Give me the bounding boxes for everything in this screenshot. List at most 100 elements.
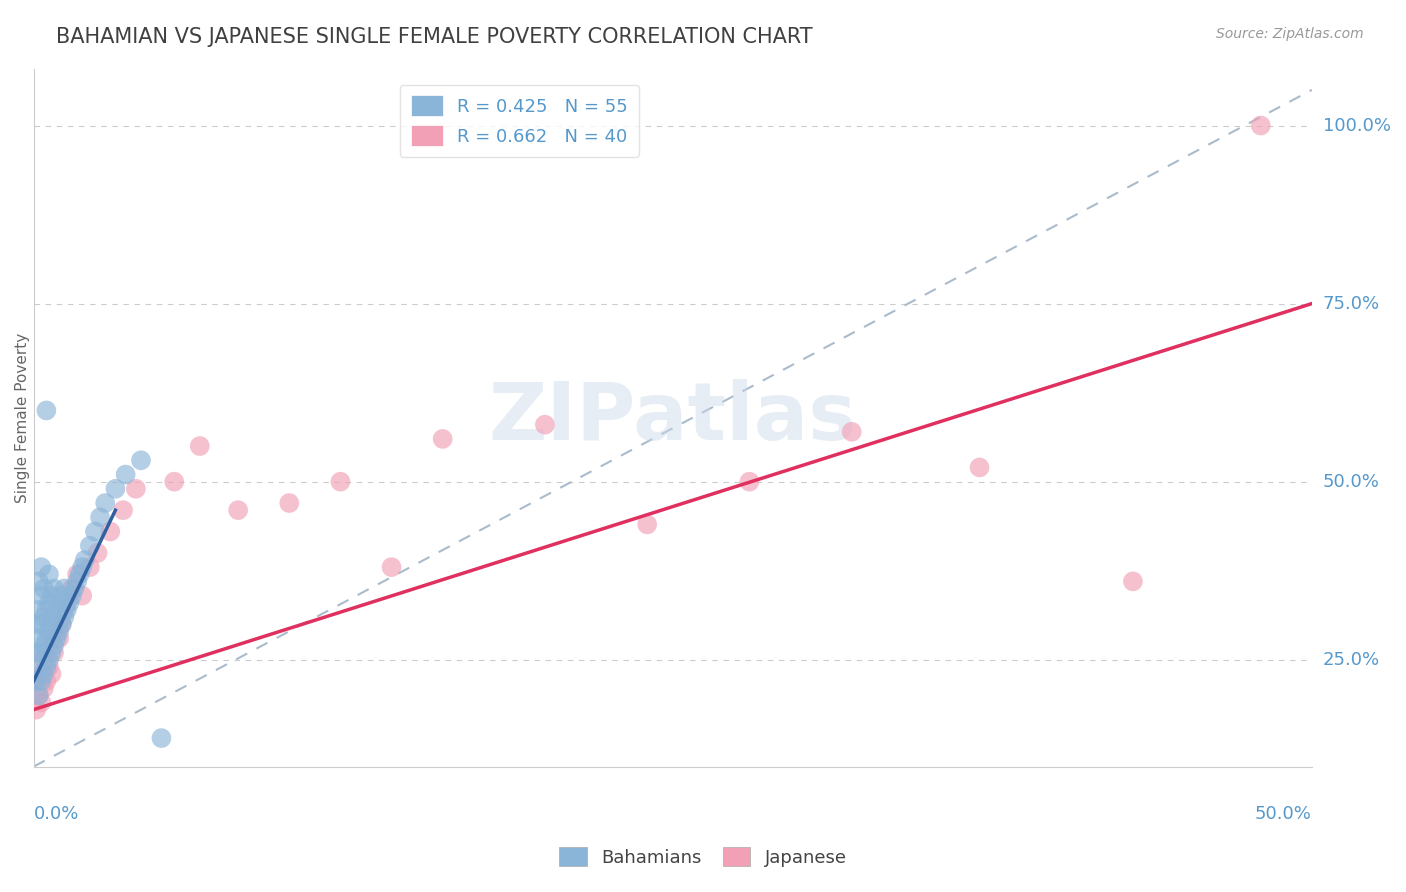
Text: 50.0%: 50.0% [1323,473,1379,491]
Point [28,632,51,646]
Point [42,639,65,653]
Point [636,517,658,532]
Point [56,596,79,610]
Point [89,510,111,524]
Point [42,610,65,624]
Text: 75.0%: 75.0% [1323,294,1381,312]
Point [56,603,79,617]
Point [188,439,211,453]
Point [51,617,73,632]
Point [841,425,863,439]
Text: ZIPatlas: ZIPatlas [489,378,856,457]
Point [32,653,55,667]
Point [28,660,51,674]
Text: BAHAMIAN VS JAPANESE SINGLE FEMALE POVERTY CORRELATION CHART: BAHAMIAN VS JAPANESE SINGLE FEMALE POVER… [56,27,813,46]
Point [35,603,58,617]
Text: 25.0%: 25.0% [1323,651,1381,669]
Point [98,524,121,539]
Point [94,496,117,510]
Point [25,674,48,689]
Point [125,482,148,496]
Point [104,482,127,496]
Point [53,610,76,624]
Point [25,617,48,632]
Point [32,681,55,696]
Point [112,503,135,517]
Point [30,696,52,710]
Point [28,689,51,703]
Point [70,589,93,603]
Point [32,667,55,681]
Point [86,546,108,560]
Point [35,674,58,689]
Point [41,617,63,632]
Point [69,567,91,582]
Point [41,646,63,660]
Point [35,660,58,674]
Point [226,503,249,517]
Point [1250,119,1272,133]
Point [38,660,60,674]
Point [380,560,402,574]
Point [58,596,80,610]
Point [60,582,83,596]
Point [35,632,58,646]
Point [41,589,63,603]
Point [42,646,65,660]
Point [114,467,136,482]
Point [51,589,73,603]
Point [25,703,48,717]
Point [35,403,58,417]
Point [534,417,557,432]
Text: 50.0%: 50.0% [1256,805,1312,823]
Point [84,524,107,539]
Point [32,582,55,596]
Point [60,589,83,603]
Point [432,432,454,446]
Point [30,646,52,660]
Point [738,475,761,489]
Point [28,574,51,589]
Point [129,453,152,467]
Point [38,653,60,667]
Point [30,589,52,603]
Point [32,610,55,624]
Text: 0.0%: 0.0% [34,805,79,823]
Point [66,567,89,582]
Point [42,582,65,596]
Point [32,639,55,653]
Point [45,632,67,646]
Point [30,667,52,681]
Point [329,475,352,489]
Point [48,596,70,610]
Point [150,731,173,745]
Point [70,560,93,574]
Point [278,496,301,510]
Point [41,632,63,646]
Point [1122,574,1144,589]
Point [28,689,51,703]
Point [79,560,101,574]
Text: Source: ZipAtlas.com: Source: ZipAtlas.com [1216,27,1364,41]
Point [38,596,60,610]
Point [28,603,51,617]
Point [53,603,76,617]
Point [969,460,991,475]
Point [30,617,52,632]
Legend: Bahamians, Japanese: Bahamians, Japanese [553,840,853,874]
Point [53,582,76,596]
Y-axis label: Single Female Poverty: Single Female Poverty [15,333,30,503]
Point [25,646,48,660]
Point [163,475,186,489]
Point [35,646,58,660]
Text: 100.0%: 100.0% [1323,117,1391,135]
Point [51,617,73,632]
Point [66,574,89,589]
Point [63,582,86,596]
Point [30,560,52,574]
Point [45,624,67,639]
Point [48,624,70,639]
Point [45,603,67,617]
Point [48,632,70,646]
Point [41,667,63,681]
